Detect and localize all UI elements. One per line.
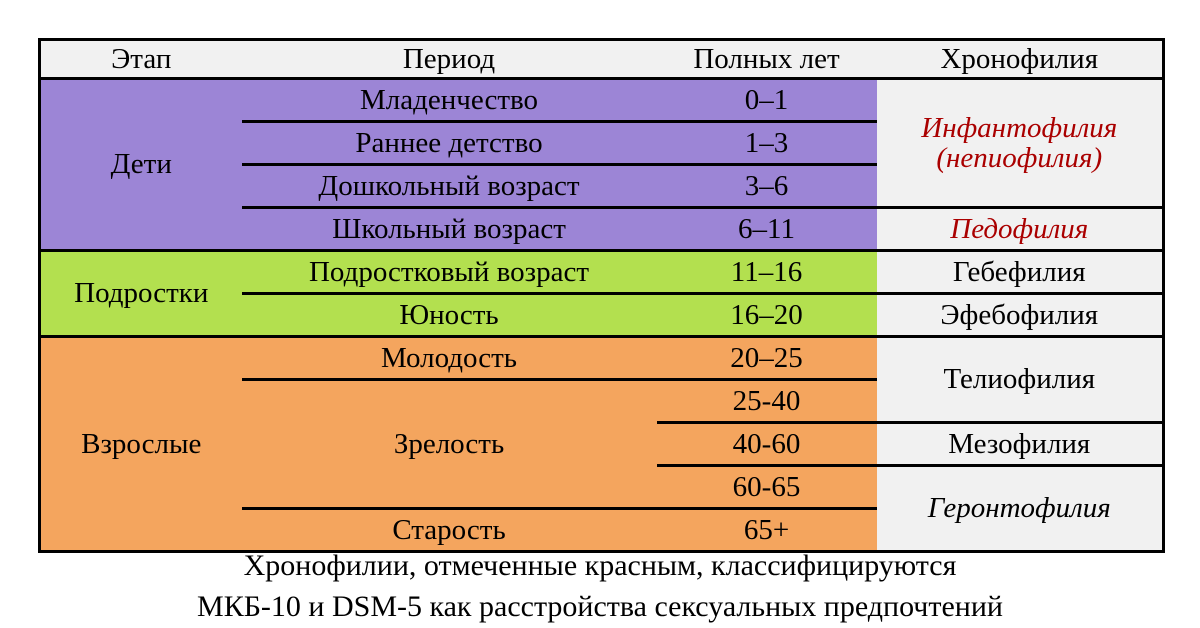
table-row: 40-60 Мезофилия xyxy=(40,422,1164,467)
years-maturity-3: 60-65 xyxy=(656,465,877,510)
chronophilia-teleiophilia: Телиофилия xyxy=(876,336,1164,424)
column-header-period: Период xyxy=(241,39,657,80)
period-adolescence: Подростковый возраст xyxy=(241,250,657,295)
column-header-stage: Этап xyxy=(39,39,242,80)
chronophilia-hebephilia: Гебефилия xyxy=(876,250,1164,295)
table-row: Раннее детство 1–3 xyxy=(40,121,1164,166)
stage-teens: Подростки xyxy=(39,250,242,338)
table-row: Взрослые Молодость 20–25 Телиофилия xyxy=(39,336,1164,552)
table-row: Дошкольный возраст 3–6 xyxy=(40,164,1164,209)
period-maturity: Зрелость xyxy=(241,379,657,510)
column-header-chronophilia: Хронофилия xyxy=(876,39,1164,80)
chronophilia-infantophilia-name: Инфантофилия xyxy=(921,111,1118,144)
chronophilia-gerontophilia: Геронтофилия xyxy=(876,465,1164,552)
chronophilia-ephebophilia: Эфебофилия xyxy=(876,293,1164,338)
years-young-adulthood: 20–25 xyxy=(656,336,877,381)
table-row: Старость 65+ xyxy=(40,508,1164,552)
stage-children: Дети xyxy=(39,78,242,252)
years-old-age: 65+ xyxy=(656,508,877,552)
table-row: Подростки Подростковый возраст 11–16 Геб… xyxy=(39,250,1164,338)
chronophilia-infantophilia: Инфантофилия (непиофилия) xyxy=(876,78,1164,209)
chronophilia-pedophilia: Педофилия xyxy=(876,207,1164,252)
table-row: Юность 16–20 Эфебофилия xyxy=(40,293,1164,338)
years-maturity-1: 25-40 xyxy=(656,379,877,424)
years-infancy: 0–1 xyxy=(656,78,877,123)
years-early-childhood: 1–3 xyxy=(656,121,877,166)
table-row: Дети Младенчество 0–1 Инфантофилия (непи… xyxy=(39,78,1164,252)
chronophilia-mesophilia: Мезофилия xyxy=(876,422,1164,467)
period-old-age: Старость xyxy=(241,508,657,552)
period-infancy: Младенчество xyxy=(241,78,657,123)
years-school: 6–11 xyxy=(656,207,877,252)
period-school: Школьный возраст xyxy=(241,207,657,252)
period-early-childhood: Раннее детство xyxy=(241,121,657,166)
years-preschool: 3–6 xyxy=(656,164,877,209)
chronophilia-table: Этап Период Полных лет Хронофилия Дети М… xyxy=(38,38,1165,553)
period-preschool: Дошкольный возраст xyxy=(241,164,657,209)
header-row: Этап Период Полных лет Хронофилия xyxy=(39,39,1164,80)
table-row: Школьный возраст 6–11 Педофилия xyxy=(40,207,1164,252)
years-youth: 16–20 xyxy=(656,293,877,338)
table-row: 60-65 Геронтофилия xyxy=(40,465,1164,552)
period-youth: Юность xyxy=(241,293,657,338)
years-adolescence: 11–16 xyxy=(656,250,877,295)
years-maturity-2: 40-60 xyxy=(656,422,877,467)
footnote-line2: МКБ-10 и DSM-5 как расстройства сексуаль… xyxy=(197,589,1003,623)
column-header-years: Полных лет xyxy=(656,39,877,80)
table-row: Зрелость 25-40 xyxy=(40,379,1164,510)
footnote-line1: Хронофилии, отмеченные красным, классифи… xyxy=(243,549,957,582)
stage-adults: Взрослые xyxy=(39,336,242,552)
footnote: Хронофилии, отмеченные красным, классифи… xyxy=(0,546,1200,627)
period-young-adulthood: Молодость xyxy=(241,336,657,381)
chronophilia-infantophilia-note: (непиофилия) xyxy=(936,142,1103,174)
